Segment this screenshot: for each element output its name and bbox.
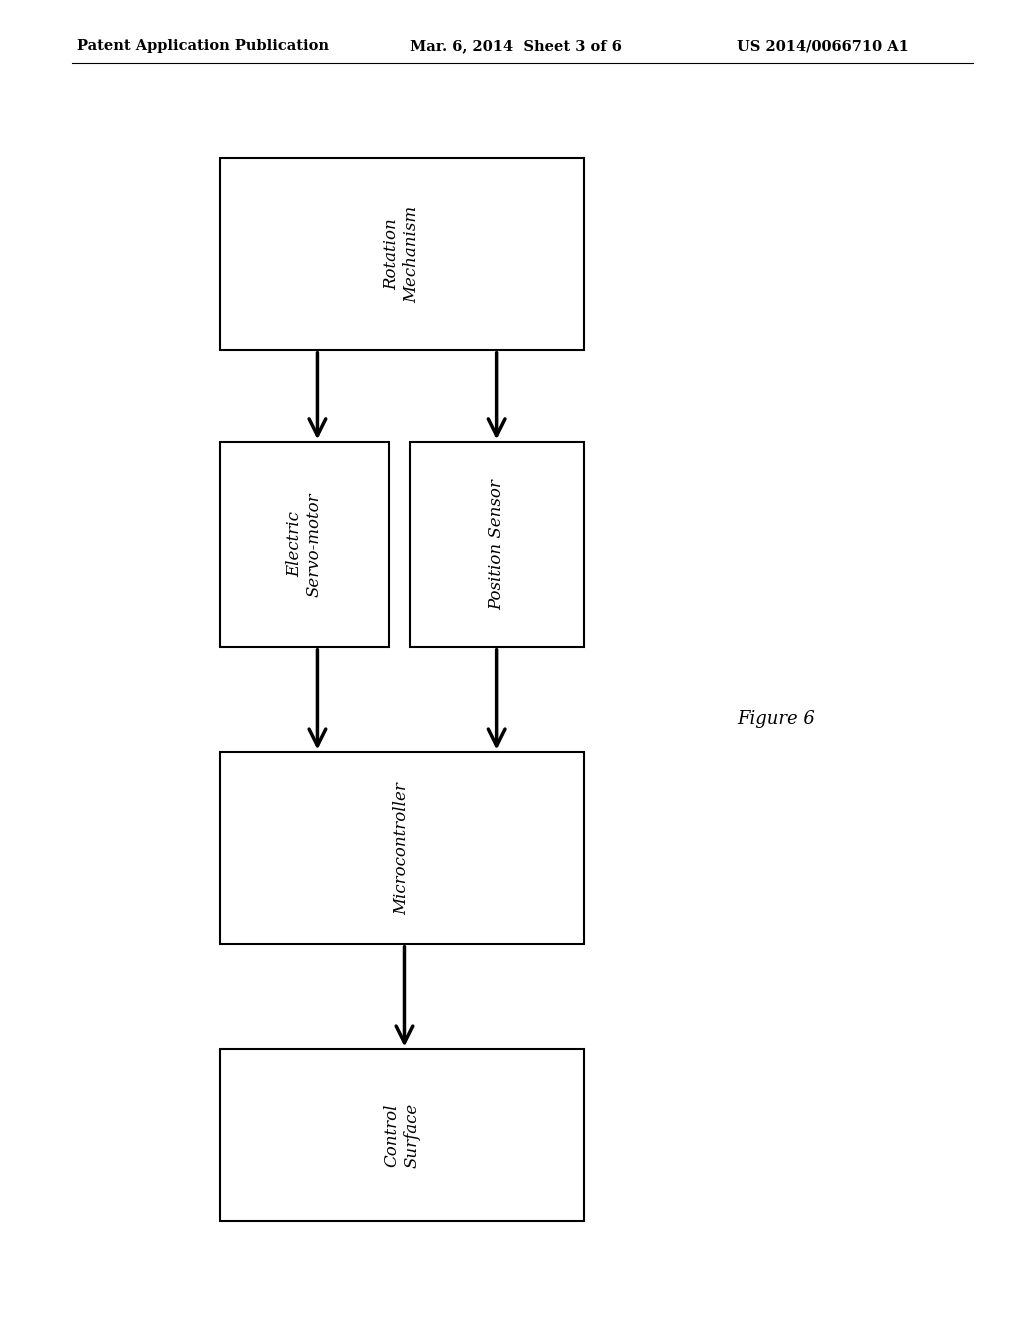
Text: Control
Surface: Control Surface [384,1102,420,1168]
Bar [220,1049,584,1221]
Bar [220,442,389,647]
Bar [410,442,584,647]
Text: Mar. 6, 2014  Sheet 3 of 6: Mar. 6, 2014 Sheet 3 of 6 [410,40,622,53]
Text: Patent Application Publication: Patent Application Publication [77,40,329,53]
Text: Microcontroller: Microcontroller [393,781,411,915]
Text: US 2014/0066710 A1: US 2014/0066710 A1 [737,40,909,53]
Text: Rotation
Mechanism: Rotation Mechanism [384,206,420,302]
Text: Figure 6: Figure 6 [737,710,815,729]
Text: Electric
Servo-motor: Electric Servo-motor [287,492,323,597]
Bar [220,158,584,350]
Bar [220,752,584,944]
Text: Position Sensor: Position Sensor [488,479,505,610]
